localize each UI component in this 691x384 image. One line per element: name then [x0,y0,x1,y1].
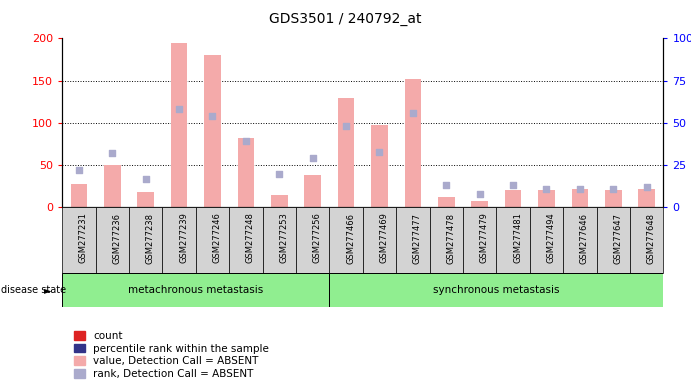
Point [608,186,619,192]
Point [407,110,418,116]
Bar [430,207,463,273]
Point [541,186,552,192]
Point [374,149,385,155]
Text: GSM277648: GSM277648 [647,213,656,263]
Text: disease state: disease state [1,285,66,295]
Bar [196,207,229,273]
Bar [438,197,455,207]
Bar [330,273,663,307]
Point [341,123,352,129]
Bar [504,190,522,207]
Text: GSM277231: GSM277231 [79,213,88,263]
Bar [263,207,296,273]
Point [641,184,652,190]
Point [274,170,285,177]
Text: GSM277466: GSM277466 [346,213,355,263]
Text: GSM277477: GSM277477 [413,213,422,263]
Text: GSM277479: GSM277479 [480,213,489,263]
Point [441,182,452,189]
Text: synchronous metastasis: synchronous metastasis [433,285,560,295]
Text: GSM277239: GSM277239 [179,213,188,263]
Bar [229,207,263,273]
Bar [204,55,221,207]
Bar [330,207,363,273]
Point [307,155,318,161]
Bar [563,207,596,273]
Point [574,186,585,192]
Bar [630,207,663,273]
Text: GDS3501 / 240792_at: GDS3501 / 240792_at [269,12,422,25]
Bar [538,190,555,207]
Point [140,175,151,182]
Text: metachronous metastasis: metachronous metastasis [128,285,263,295]
Bar [129,207,162,273]
Text: GSM277478: GSM277478 [446,213,455,263]
Text: ►: ► [44,285,52,295]
Bar [596,207,630,273]
Bar [496,207,530,273]
Bar [138,192,154,207]
Legend: count, percentile rank within the sample, value, Detection Call = ABSENT, rank, : count, percentile rank within the sample… [75,331,269,379]
Text: GSM277647: GSM277647 [614,213,623,263]
Bar [271,195,287,207]
Bar [463,207,496,273]
Text: GSM277494: GSM277494 [547,213,556,263]
Bar [162,207,196,273]
Point [106,150,117,156]
Bar [396,207,430,273]
Bar [171,43,187,207]
Bar [62,273,330,307]
Bar [70,184,87,207]
Bar [638,189,655,207]
Bar [471,200,488,207]
Bar [62,207,95,273]
Text: GSM277256: GSM277256 [312,213,322,263]
Text: GSM277238: GSM277238 [146,213,155,263]
Bar [95,207,129,273]
Bar [338,98,354,207]
Text: GSM277253: GSM277253 [279,213,288,263]
Bar [605,190,622,207]
Text: GSM277236: GSM277236 [112,213,122,263]
Bar [404,79,422,207]
Point [207,113,218,119]
Point [240,138,252,144]
Bar [363,207,396,273]
Text: GSM277469: GSM277469 [379,213,388,263]
Bar [304,175,321,207]
Text: GSM277646: GSM277646 [580,213,589,263]
Text: GSM277481: GSM277481 [513,213,522,263]
Bar [238,138,254,207]
Bar [371,124,388,207]
Text: GSM277248: GSM277248 [246,213,255,263]
Point [73,167,84,173]
Point [173,106,184,113]
Point [474,191,485,197]
Bar [296,207,330,273]
Bar [104,165,121,207]
Bar [571,189,588,207]
Point [507,182,518,189]
Bar [530,207,563,273]
Text: GSM277246: GSM277246 [213,213,222,263]
